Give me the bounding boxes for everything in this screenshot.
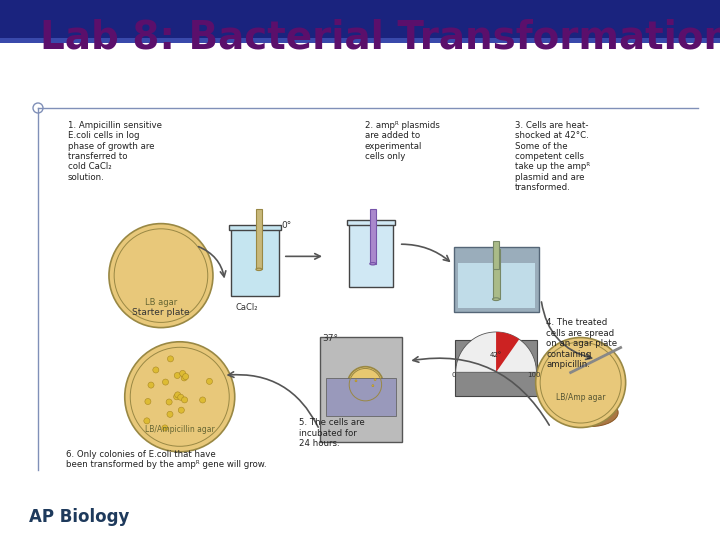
Circle shape [175,392,181,398]
Bar [492,249,500,299]
Text: 4. The treated
cells are spread
on an agar plate
containing
ampicillin.: 4. The treated cells are spread on an ag… [546,319,617,369]
Circle shape [181,375,187,381]
Circle shape [207,379,212,384]
Circle shape [174,373,180,379]
Text: LB/Amp agar: LB/Amp agar [556,393,606,402]
Bar [493,241,499,269]
Bar [0,38,720,43]
Text: 0°: 0° [281,221,291,231]
Circle shape [536,338,626,428]
Circle shape [179,370,186,376]
Circle shape [179,407,184,413]
Bar [320,337,402,442]
Circle shape [168,356,174,362]
Text: 3. Cells are heat-
shocked at 42°C.
Some of the
competent cells
take up the ampᴿ: 3. Cells are heat- shocked at 42°C. Some… [515,121,590,192]
Text: Lab 8: Bacterial Transformation: Lab 8: Bacterial Transformation [40,19,720,57]
Circle shape [162,425,168,431]
Bar [458,262,534,308]
Circle shape [355,380,357,382]
Circle shape [125,342,235,452]
Text: LB agar: LB agar [145,298,177,307]
Ellipse shape [256,268,262,271]
Ellipse shape [370,262,376,265]
Circle shape [183,374,189,380]
Bar [348,221,393,287]
Text: 42°: 42° [490,352,503,358]
Circle shape [348,367,384,403]
Wedge shape [456,332,536,372]
Text: 6. Only colonies of E.coli that have
been transformed by the ampᴿ gene will grow: 6. Only colonies of E.coli that have bee… [66,450,266,469]
Circle shape [144,418,150,424]
Ellipse shape [563,399,618,427]
Circle shape [374,379,376,381]
Circle shape [163,379,168,385]
Text: AP Biology: AP Biology [29,509,129,526]
Text: CaCl₂: CaCl₂ [235,303,258,312]
Bar [0,0,720,38]
Text: 2. ampᴿ plasmids
are added to
experimental
cells only: 2. ampᴿ plasmids are added to experiment… [364,121,439,161]
Text: 37°: 37° [323,334,338,343]
Circle shape [166,399,172,405]
Text: Starter plate: Starter plate [132,308,190,316]
Ellipse shape [492,298,500,301]
Circle shape [153,367,159,373]
Bar [370,209,376,264]
Wedge shape [496,332,519,372]
Text: 5. The cells are
incubated for
24 hours.: 5. The cells are incubated for 24 hours. [299,418,364,448]
Bar [347,220,395,225]
Circle shape [167,411,173,417]
Text: 1. Ampicillin sensitive
E.coli cells in log
phase of growth are
transferred to
c: 1. Ampicillin sensitive E.coli cells in … [68,121,161,182]
Circle shape [109,224,213,328]
Circle shape [148,382,154,388]
Circle shape [174,394,180,400]
Circle shape [372,384,374,387]
Circle shape [199,397,206,403]
Circle shape [145,399,151,404]
Bar [231,226,279,296]
Bar [455,340,537,396]
Bar [454,247,539,312]
Circle shape [181,397,188,403]
Bar [58,119,684,475]
Circle shape [178,394,184,400]
Bar [326,379,397,416]
Bar [256,210,262,269]
Bar [229,225,281,231]
Text: 100: 100 [527,372,541,379]
Text: 0: 0 [452,372,456,379]
Text: LB/Ampicillin agar: LB/Ampicillin agar [145,425,215,434]
